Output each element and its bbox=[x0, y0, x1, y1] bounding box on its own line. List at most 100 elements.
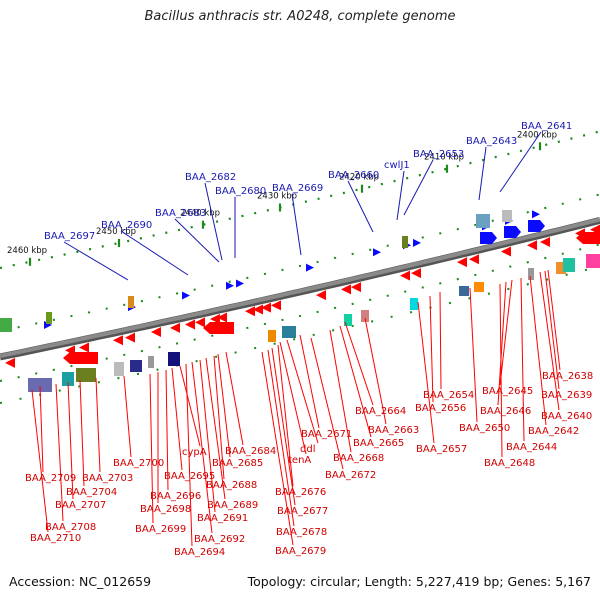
cog-feature-block bbox=[168, 352, 180, 366]
forward-gene-arrow bbox=[182, 291, 190, 300]
bottom-gene-label: BAA_2678 bbox=[276, 527, 327, 538]
bottom-gene-leader bbox=[179, 365, 201, 447]
bottom-gene-leader bbox=[149, 373, 154, 524]
cog-feature-block bbox=[556, 262, 566, 274]
bottom-gene-leader bbox=[539, 271, 560, 411]
cog-feature-block bbox=[410, 298, 418, 310]
bottom-gene-leader bbox=[344, 321, 374, 406]
bottom-gene-leader bbox=[429, 295, 434, 403]
reverse-gene-arrow bbox=[79, 342, 89, 353]
bottom-gene-leader bbox=[364, 317, 387, 425]
reverse-gene-arrow bbox=[540, 237, 550, 248]
bottom-gene-leader bbox=[165, 369, 169, 491]
bottom-gene-label: BAA_2656 bbox=[415, 403, 466, 414]
bottom-gene-leader bbox=[225, 351, 244, 446]
top-gene-leader bbox=[499, 131, 542, 193]
bottom-gene-label: BAA_2663 bbox=[368, 425, 419, 436]
bottom-gene-leader bbox=[339, 325, 372, 438]
cog-feature-block bbox=[474, 282, 484, 292]
cog-feature-block bbox=[130, 360, 142, 372]
bottom-gene-leader bbox=[497, 281, 507, 406]
bottom-gene-label: BAA_2644 bbox=[506, 442, 557, 453]
cog-feature-block bbox=[476, 214, 490, 228]
ruler-label: 2410 kbp bbox=[424, 153, 464, 163]
reverse-gene-arrow bbox=[411, 268, 421, 279]
bottom-gene-leader bbox=[267, 349, 295, 527]
bottom-gene-label: BAA_2664 bbox=[355, 406, 406, 417]
bottom-gene-label: BAA_2709 bbox=[25, 473, 76, 484]
reverse-gene-arrow bbox=[195, 317, 205, 328]
bottom-gene-label: BAA_2703 bbox=[82, 473, 133, 484]
cog-feature-block bbox=[528, 268, 534, 280]
cog-feature-block bbox=[344, 314, 352, 326]
bottom-gene-label: BAA_2657 bbox=[416, 444, 467, 455]
bottom-gene-leader bbox=[67, 381, 74, 500]
reverse-track-dots bbox=[0, 243, 600, 382]
reverse-gene-block bbox=[203, 322, 234, 334]
bottom-gene-label: BAA_2707 bbox=[55, 500, 106, 511]
top-gene-leader bbox=[396, 170, 405, 221]
bottom-gene-label: BAA_2691 bbox=[197, 513, 248, 524]
top-gene-label: BAA_2697 bbox=[44, 231, 95, 242]
bottom-gene-label: BAA_2676 bbox=[275, 487, 326, 498]
bottom-gene-leader bbox=[469, 287, 478, 423]
bottom-gene-leader bbox=[199, 359, 216, 513]
top-gene-leader bbox=[120, 230, 189, 276]
ruler-label: 2460 kbp bbox=[7, 246, 47, 256]
bottom-gene-label: BAA_2684 bbox=[225, 446, 276, 457]
forward-gene-arrow bbox=[306, 263, 314, 272]
bottom-gene-leader bbox=[261, 351, 294, 546]
bottom-gene-label: BAA_2692 bbox=[194, 534, 245, 545]
reverse-gene-arrow bbox=[351, 282, 361, 293]
reverse-gene-arrow bbox=[316, 290, 326, 301]
bottom-gene-label: BAA_2695 bbox=[164, 471, 215, 482]
bottom-gene-leader bbox=[123, 375, 132, 458]
top-gene-leader bbox=[204, 182, 223, 261]
cog-feature-block bbox=[268, 330, 276, 342]
ruler-label: 2430 kbp bbox=[257, 191, 297, 201]
bottom-gene-leader bbox=[544, 270, 560, 390]
bottom-gene-leader bbox=[79, 379, 85, 487]
cog-feature-block bbox=[76, 368, 96, 382]
bottom-gene-leader bbox=[529, 275, 547, 426]
reverse-gene-arrow bbox=[501, 246, 511, 257]
top-gene-leader bbox=[478, 146, 487, 201]
bottom-gene-leader bbox=[499, 279, 513, 386]
bottom-gene-label: BAA_2645 bbox=[482, 386, 533, 397]
bottom-gene-label: BAA_2688 bbox=[206, 480, 257, 491]
reverse-gene-arrow bbox=[210, 314, 220, 325]
bottom-gene-label: BAA_2685 bbox=[212, 458, 263, 469]
top-gene-label: BAA_2660 bbox=[328, 170, 379, 181]
forward-gene-block bbox=[480, 232, 497, 244]
top-gene-leader bbox=[291, 193, 302, 256]
bottom-gene-leader bbox=[286, 339, 319, 444]
bottom-gene-label: BAA_2694 bbox=[174, 547, 225, 558]
ruler-label: 2440 kbp bbox=[180, 209, 220, 219]
bottom-gene-leader bbox=[310, 337, 344, 470]
bottom-gene-leader bbox=[39, 385, 44, 473]
bottom-gene-leader bbox=[31, 389, 49, 533]
bottom-gene-label: tenA bbox=[288, 455, 311, 466]
cog-feature-block bbox=[0, 318, 12, 332]
cog-feature-block bbox=[62, 372, 74, 386]
bottom-gene-label: ddl bbox=[300, 444, 315, 455]
bottom-gene-leader bbox=[279, 341, 307, 455]
reverse-gene-arrow bbox=[341, 284, 351, 295]
cog-feature-block bbox=[128, 296, 134, 308]
bottom-gene-label: BAA_2665 bbox=[353, 438, 404, 449]
bottom-gene-label: BAA_2704 bbox=[66, 487, 117, 498]
top-gene-label: BAA_2680 bbox=[215, 186, 266, 197]
cog-feature-block bbox=[563, 258, 575, 272]
bottom-gene-label: BAA_2677 bbox=[277, 506, 328, 517]
bottom-gene-leader bbox=[439, 291, 442, 390]
genome-summary-label: Topology: circular; Length: 5,227,419 bp… bbox=[247, 574, 591, 589]
bottom-gene-leader bbox=[520, 277, 525, 442]
cog-feature-block bbox=[586, 254, 600, 268]
cog-feature-block bbox=[114, 362, 124, 376]
top-gene-label: BAA_2690 bbox=[101, 220, 152, 231]
reverse-gene-arrow bbox=[527, 240, 537, 251]
bottom-gene-leader bbox=[547, 269, 561, 371]
bottom-gene-leader bbox=[171, 367, 183, 471]
reverse-gene-arrow bbox=[245, 306, 255, 317]
bottom-gene-leader bbox=[271, 347, 296, 506]
